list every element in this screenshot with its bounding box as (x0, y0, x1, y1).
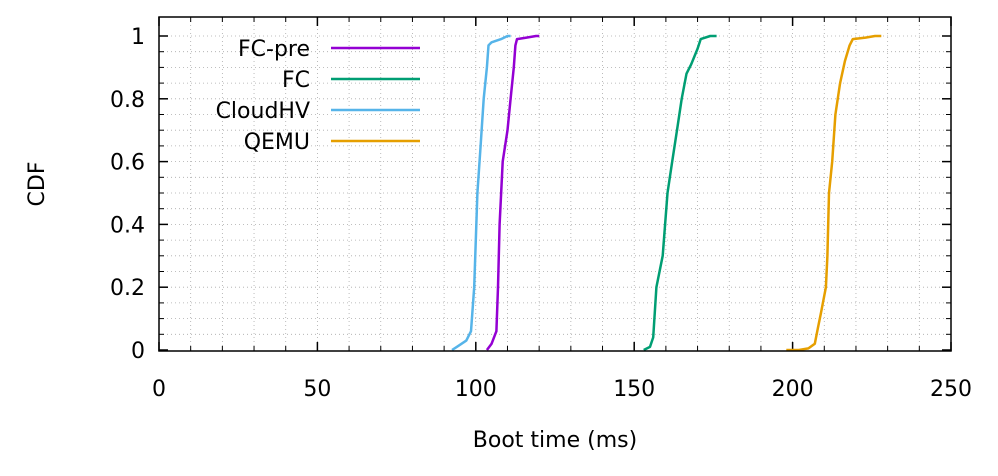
y-tick-label: 0.4 (110, 213, 145, 238)
x-tick-label: 150 (613, 377, 655, 402)
y-tick-label: 0.8 (110, 88, 145, 113)
series-line-cloudhv (451, 34, 511, 352)
x-axis-label: Boot time (ms) (473, 428, 637, 453)
x-tick-label: 250 (930, 377, 972, 402)
series-line-fc (643, 34, 717, 352)
series-line-qemu (786, 34, 882, 352)
legend-label: CloudHV (216, 99, 310, 124)
y-tick-label: 0 (131, 339, 145, 364)
x-tick-label: 50 (303, 377, 331, 402)
legend-label: FC-pre (238, 37, 310, 62)
legend: FC-pre FC CloudHV QEMU (216, 37, 420, 155)
y-tick-label: 0.6 (110, 151, 145, 176)
plot-frame (158, 16, 952, 352)
grid-lines (159, 17, 951, 351)
x-tick-label: 0 (152, 377, 166, 402)
series-lines (451, 34, 882, 352)
series-line-fc-pre (485, 34, 540, 351)
legend-label: FC (282, 68, 310, 93)
x-tick-label: 100 (455, 377, 497, 402)
y-tick-label: 0.2 (110, 276, 145, 301)
tick-labels: 0 50 100 150 200 250 0 0.2 0.4 0.6 0.8 1 (110, 25, 972, 402)
y-axis-label: CDF (25, 162, 50, 207)
y-tick-label: 1 (131, 25, 145, 50)
x-tick-label: 200 (772, 377, 814, 402)
legend-label: QEMU (244, 130, 310, 155)
